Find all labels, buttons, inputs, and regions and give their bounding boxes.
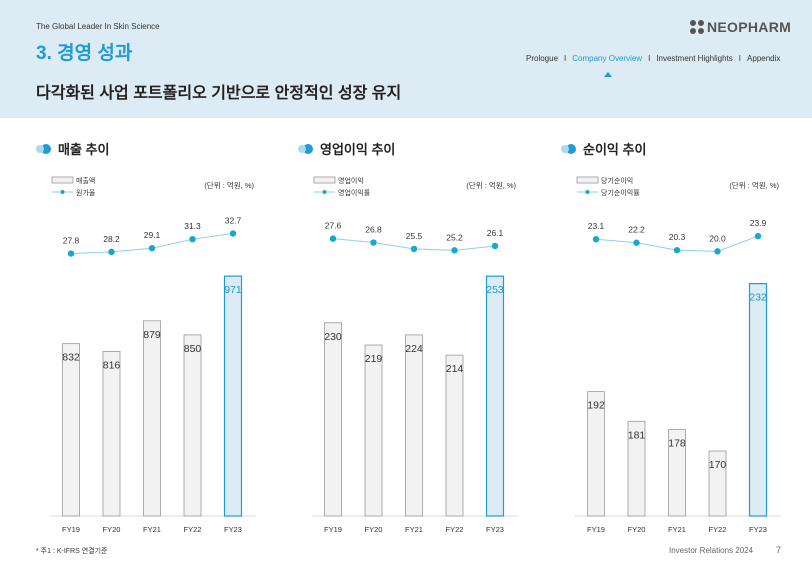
chart-2-line-value-label: 25.5 xyxy=(406,231,423,241)
chart-1-line-value-label: 27.8 xyxy=(63,236,80,246)
chart-2-x-tick-label: FY21 xyxy=(405,525,423,534)
chart-2-line-marker xyxy=(492,243,498,249)
chart-1-bar xyxy=(63,344,80,516)
chart-3-line-value-label: 23.9 xyxy=(750,218,767,228)
chart-3-title: 순이익 추이 xyxy=(583,142,646,157)
chart-3-x-tick-label: FY19 xyxy=(587,525,605,534)
chart-2-legend-bar-swatch xyxy=(314,177,335,183)
chart-2-line-marker xyxy=(411,246,417,252)
chart-1-bar xyxy=(144,321,161,516)
chart-2-line-value-label: 26.8 xyxy=(365,225,382,235)
chart-2-bar-value-label: 224 xyxy=(405,343,423,355)
chart-3-title-bullet-icon xyxy=(561,145,569,153)
chart-3-x-tick-label: FY23 xyxy=(749,525,767,534)
chart-2-bar xyxy=(487,276,504,516)
chart-1-bar-value-label: 832 xyxy=(62,352,80,364)
chart-2-line-value-label: 27.6 xyxy=(325,221,342,231)
chart-3-x-tick-label: FY20 xyxy=(628,525,646,534)
chart-1-line-value-label: 28.2 xyxy=(103,234,120,244)
chart-1-line-marker xyxy=(189,236,195,242)
chart-3-bar-value-label: 181 xyxy=(628,429,646,441)
chart-3-legend-line-label: 당기순이익률 xyxy=(601,188,640,197)
chart-1-legend-bar-swatch xyxy=(52,177,73,183)
chart-1-x-tick-label: FY20 xyxy=(103,525,121,534)
chart-1-line-marker xyxy=(230,230,236,236)
chart-2-line-value-label: 25.2 xyxy=(446,232,463,242)
chart-1-legend-line-label: 원가율 xyxy=(76,188,96,197)
chart-2-bar xyxy=(406,335,423,516)
chart-3-line-value-label: 20.0 xyxy=(709,233,726,243)
chart-2-bar-value-label: 253 xyxy=(486,284,504,296)
chart-3-legend-line-marker xyxy=(586,190,590,194)
chart-1-title: 매출 추이 xyxy=(58,142,109,157)
chart-3-bar-value-label: 170 xyxy=(709,459,727,471)
chart-2-line-marker xyxy=(370,239,376,245)
chart-1-bar-value-label: 879 xyxy=(143,329,161,341)
chart-2-bar-value-label: 230 xyxy=(324,331,342,343)
chart-1-legend-line-marker xyxy=(61,190,65,194)
chart-1-x-tick-label: FY22 xyxy=(184,525,202,534)
chart-1-bar-value-label: 816 xyxy=(103,359,121,371)
chart-2-bar xyxy=(325,323,342,516)
chart-1-bar xyxy=(103,351,120,516)
chart-2-legend-bar-label: 영업이익 xyxy=(338,176,364,185)
charts-area: 매출 추이매출액원가율 (단위 : 억원, %) 832 FY19 816 FY20 879… xyxy=(0,0,812,571)
chart-3-bar-value-label: 178 xyxy=(668,437,686,449)
chart-2-title: 영업이익 추이 xyxy=(320,142,395,157)
chart-3-legend-bar-swatch xyxy=(577,177,598,183)
chart-2-line-marker xyxy=(451,247,457,253)
chart-2-x-tick-label: FY23 xyxy=(486,525,504,534)
chart-2-x-tick-label: FY19 xyxy=(324,525,342,534)
chart-1-legend-bar-label: 매출액 xyxy=(76,176,95,185)
chart-1-bar-value-label: 971 xyxy=(224,284,242,296)
chart-2-legend-line-marker xyxy=(323,190,327,194)
chart-3-x-tick-label: FY22 xyxy=(709,525,727,534)
chart-3-bar xyxy=(750,284,767,516)
chart-2-x-tick-label: FY22 xyxy=(446,525,464,534)
chart-3-legend-bar-label: 당기순이익 xyxy=(601,176,633,185)
chart-3-line-value-label: 20.3 xyxy=(669,232,686,242)
chart-1-bar xyxy=(225,276,242,516)
chart-1-title-bullet-icon xyxy=(36,145,44,153)
chart-3-line-marker xyxy=(674,247,680,253)
chart-1-line-value-label: 31.3 xyxy=(184,221,201,231)
chart-3-x-tick-label: FY21 xyxy=(668,525,686,534)
chart-1-x-tick-label: FY21 xyxy=(143,525,161,534)
chart-2-legend-line-label: 영업이익률 xyxy=(338,188,371,197)
chart-1-line-marker xyxy=(108,249,114,255)
chart-3-line-marker xyxy=(714,248,720,254)
chart-1-x-tick-label: FY19 xyxy=(62,525,80,534)
chart-1-x-tick-label: FY23 xyxy=(224,525,242,534)
chart-3-line-value-label: 23.1 xyxy=(588,221,605,231)
footnote: * 주1 : K-IFRS 연결기준 xyxy=(36,546,108,556)
chart-3-line-value-label: 22.2 xyxy=(628,225,645,235)
chart-2-bar-value-label: 219 xyxy=(365,353,383,365)
chart-1-line-marker xyxy=(149,245,155,251)
chart-2-bar xyxy=(365,345,382,516)
chart-3-bar-value-label: 192 xyxy=(587,400,605,412)
footer-label: Investor Relations 2024 xyxy=(669,546,753,555)
chart-2-bar-value-label: 214 xyxy=(446,363,464,375)
chart-3-unit-label: (단위 : 억원, %) xyxy=(729,180,779,190)
chart-1-line-value-label: 29.1 xyxy=(144,230,161,240)
chart-2-bar xyxy=(446,355,463,516)
chart-3-line-marker xyxy=(633,240,639,246)
chart-1-bar-value-label: 850 xyxy=(184,343,202,355)
chart-2-unit-label: (단위 : 억원, %) xyxy=(466,180,516,190)
page-number: 7 xyxy=(776,545,781,555)
chart-3-line-marker xyxy=(593,236,599,242)
chart-3-line-marker xyxy=(755,233,761,239)
chart-2-title-bullet-icon xyxy=(298,145,306,153)
chart-1-line-value-label: 32.7 xyxy=(225,215,242,225)
chart-2-line-value-label: 26.1 xyxy=(487,228,504,238)
chart-1-unit-label: (단위 : 억원, %) xyxy=(204,180,254,190)
chart-3-bar-value-label: 232 xyxy=(749,292,767,304)
chart-2-line-marker xyxy=(330,235,336,241)
chart-1-line-marker xyxy=(68,250,74,256)
chart-2-x-tick-label: FY20 xyxy=(365,525,383,534)
chart-1-bar xyxy=(184,335,201,516)
